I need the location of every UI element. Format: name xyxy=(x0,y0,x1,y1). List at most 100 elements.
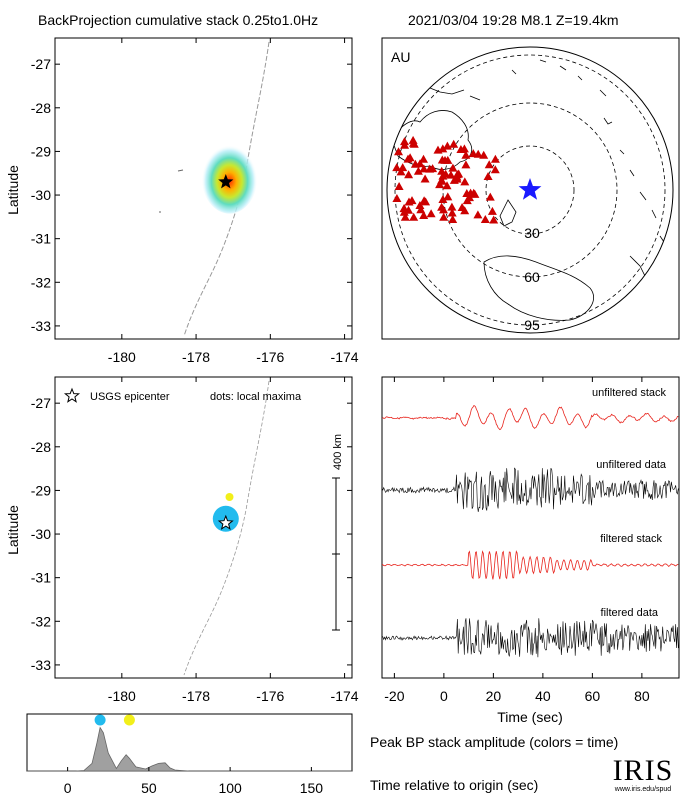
lon-tick-label: -178 xyxy=(182,688,210,704)
event-info: 2021/03/04 19:28 M8.1 Z=19.4km xyxy=(408,12,619,28)
trace-label-filtered-data: filtered data xyxy=(601,607,659,619)
legend-dots-label: dots: local maxima xyxy=(210,391,302,403)
ring-label-60: 60 xyxy=(524,269,540,285)
lon-tick-label: -176 xyxy=(256,688,284,704)
station-marker xyxy=(443,192,453,201)
lon-tick-label: -180 xyxy=(108,349,136,365)
station-marker xyxy=(437,175,447,184)
lon-tick-label: -178 xyxy=(182,349,210,365)
epicenter-star-globe xyxy=(518,178,542,200)
station-marker xyxy=(433,145,443,154)
local-maxima-panel: USGS epicenter dots: local maxima 400 km… xyxy=(5,376,359,704)
indonesia-coast xyxy=(399,79,481,109)
lat-tick-label: -27 xyxy=(31,395,51,411)
station-marker xyxy=(410,159,420,168)
station-marker xyxy=(438,195,448,203)
station-marker xyxy=(461,160,471,169)
scale-bar-label: 400 km xyxy=(332,434,344,470)
trace-label-unfiltered-stack: unfiltered stack xyxy=(592,387,666,399)
lat-tick-label: -33 xyxy=(31,318,51,334)
globe-panel: AU 30 60 95 xyxy=(381,37,680,340)
station-marker xyxy=(489,215,499,224)
station-marker xyxy=(447,208,457,217)
station-marker xyxy=(419,196,429,205)
station-marker xyxy=(448,163,458,172)
station-marker xyxy=(409,212,419,221)
station-marker xyxy=(419,164,429,173)
station-marker xyxy=(394,182,404,190)
station-marker xyxy=(473,149,483,158)
station-marker xyxy=(404,170,414,179)
lat-tick-label: -28 xyxy=(31,439,51,455)
time-tick-label: 20 xyxy=(486,688,502,704)
station-marker xyxy=(473,210,483,219)
time-tick-label: 80 xyxy=(634,688,650,704)
trench-line xyxy=(183,380,270,676)
time-tick-label: 60 xyxy=(585,688,601,704)
station-marker xyxy=(396,167,406,176)
station-marker xyxy=(447,202,457,211)
station-marker xyxy=(446,170,456,179)
ring-label-95: 95 xyxy=(524,317,540,333)
traces-panel: unfiltered stack unfiltered data filtere… xyxy=(381,376,680,725)
globe-outline xyxy=(386,46,674,334)
lat-tick-label: -32 xyxy=(31,274,51,290)
station-marker xyxy=(413,166,423,175)
station-marker xyxy=(442,181,452,190)
lon-tick-label: -174 xyxy=(331,349,359,365)
filtered-stack-trace xyxy=(382,550,679,580)
station-marker xyxy=(485,192,495,201)
filtered-data-trace xyxy=(382,618,679,658)
figure-title: BackProjection cumulative stack 0.25to1.… xyxy=(38,12,318,28)
station-marker xyxy=(441,169,451,178)
amplitude-peak-dot xyxy=(94,714,106,726)
iris-logo[interactable]: IRIS www.iris.edu/spud xyxy=(608,754,678,794)
station-marker xyxy=(426,209,436,218)
americas-coast xyxy=(599,89,665,279)
amplitude-panel: 0 50 100 150 Peak BP stack amplitude (color… xyxy=(26,713,618,796)
station-marker xyxy=(449,139,459,148)
lon-tick-label: -176 xyxy=(256,349,284,365)
station-marker xyxy=(442,141,452,150)
amplitude-peak-dot xyxy=(123,714,135,726)
lat-tick-label: -29 xyxy=(31,143,51,159)
amplitude-xlabel: Time relative to origin (sec) xyxy=(370,777,538,793)
epicenter-star-marker xyxy=(217,514,234,530)
station-marker xyxy=(480,215,490,223)
local-maximum-dot xyxy=(225,493,234,501)
time-tick-label: 40 xyxy=(535,688,551,704)
station-marker xyxy=(439,212,449,221)
ring-label-30: 30 xyxy=(524,225,540,241)
lat-tick-label: -31 xyxy=(31,231,51,247)
amp-tick-label: 0 xyxy=(64,780,72,796)
station-marker xyxy=(425,164,435,173)
station-marker xyxy=(400,212,410,221)
station-marker xyxy=(487,206,497,215)
lat-tick-label: -29 xyxy=(31,482,51,498)
lat-tick-label: -27 xyxy=(31,56,51,72)
station-marker xyxy=(408,135,418,144)
station-marker xyxy=(456,145,466,153)
stack-map-panel: Latitude -27 -28 -29 -30 -31 -32 -33 -180 -178 -1… xyxy=(5,37,359,365)
stack-map-ylabel: Latitude xyxy=(5,165,21,215)
amplitude-frame xyxy=(26,713,353,772)
iris-logo-text: IRIS xyxy=(612,754,674,787)
station-marker xyxy=(461,150,471,159)
local-maxima-ylabel: Latitude xyxy=(5,505,21,555)
station-marker xyxy=(490,154,500,163)
amplitude-area xyxy=(27,726,352,772)
station-marker xyxy=(404,205,413,214)
traces-frame xyxy=(381,376,680,679)
stack-hotspot xyxy=(201,141,258,214)
station-marker xyxy=(490,165,500,174)
island-mark xyxy=(177,169,184,172)
amp-tick-label: 50 xyxy=(141,780,157,796)
station-marker xyxy=(419,154,428,163)
stack-map-ticks: -27 -28 -29 -30 -31 -32 -33 -180 -178 -176 -174 xyxy=(31,38,359,365)
amp-tick-label: 150 xyxy=(300,780,324,796)
traces-ticks: -20 0 20 40 60 80 xyxy=(384,377,650,704)
station-marker xyxy=(440,155,450,164)
station-marker xyxy=(394,147,403,156)
epicenter-star-marker xyxy=(218,174,234,189)
